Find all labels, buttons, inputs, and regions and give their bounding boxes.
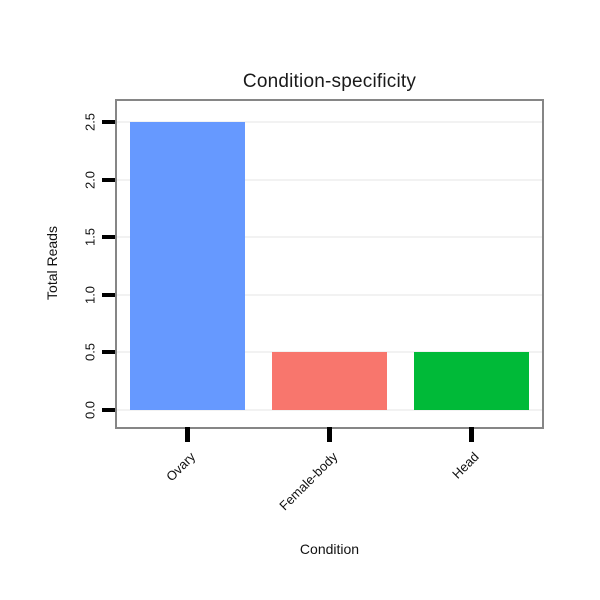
y-tick-label-2.0: 2.0 bbox=[82, 170, 98, 189]
y-tick-2.0 bbox=[102, 177, 115, 182]
gridline-y-0.0 bbox=[117, 409, 542, 411]
y-tick-label-1.0: 1.0 bbox=[82, 285, 98, 304]
gridline-y-1.0 bbox=[117, 293, 542, 296]
y-tick-1.0 bbox=[102, 292, 115, 297]
chart-title: Condition-specificity bbox=[242, 71, 417, 92]
y-tick-label-1.5: 1.5 bbox=[82, 228, 98, 247]
y-tick-0.0 bbox=[102, 408, 115, 412]
y-tick-label-0.5: 0.5 bbox=[82, 343, 98, 362]
x-tick-ovary bbox=[185, 427, 191, 442]
x-tick-label-female-body: Female-body bbox=[275, 449, 341, 514]
x-tick-female-body bbox=[327, 427, 332, 442]
gridline-y-2.0 bbox=[117, 178, 542, 181]
x-tick-label-head: Head bbox=[449, 449, 482, 482]
bar-ovary bbox=[130, 122, 245, 410]
x-axis-title: Condition bbox=[299, 541, 360, 557]
y-tick-0.5 bbox=[102, 350, 115, 355]
bar-female-body bbox=[272, 352, 387, 410]
bar-head bbox=[414, 352, 529, 410]
x-tick-head bbox=[468, 427, 474, 442]
y-tick-label-2.5: 2.5 bbox=[82, 112, 98, 132]
y-tick-1.5 bbox=[102, 235, 115, 240]
gridline-y-2.5 bbox=[117, 121, 542, 123]
gridline-y-1.5 bbox=[117, 236, 542, 239]
y-axis-title: Total Reads bbox=[44, 226, 60, 300]
y-tick-2.5 bbox=[102, 120, 115, 124]
y-tick-label-0.0: 0.0 bbox=[82, 400, 98, 420]
x-tick-label-ovary: Ovary bbox=[163, 449, 199, 485]
plot-area bbox=[115, 99, 544, 429]
